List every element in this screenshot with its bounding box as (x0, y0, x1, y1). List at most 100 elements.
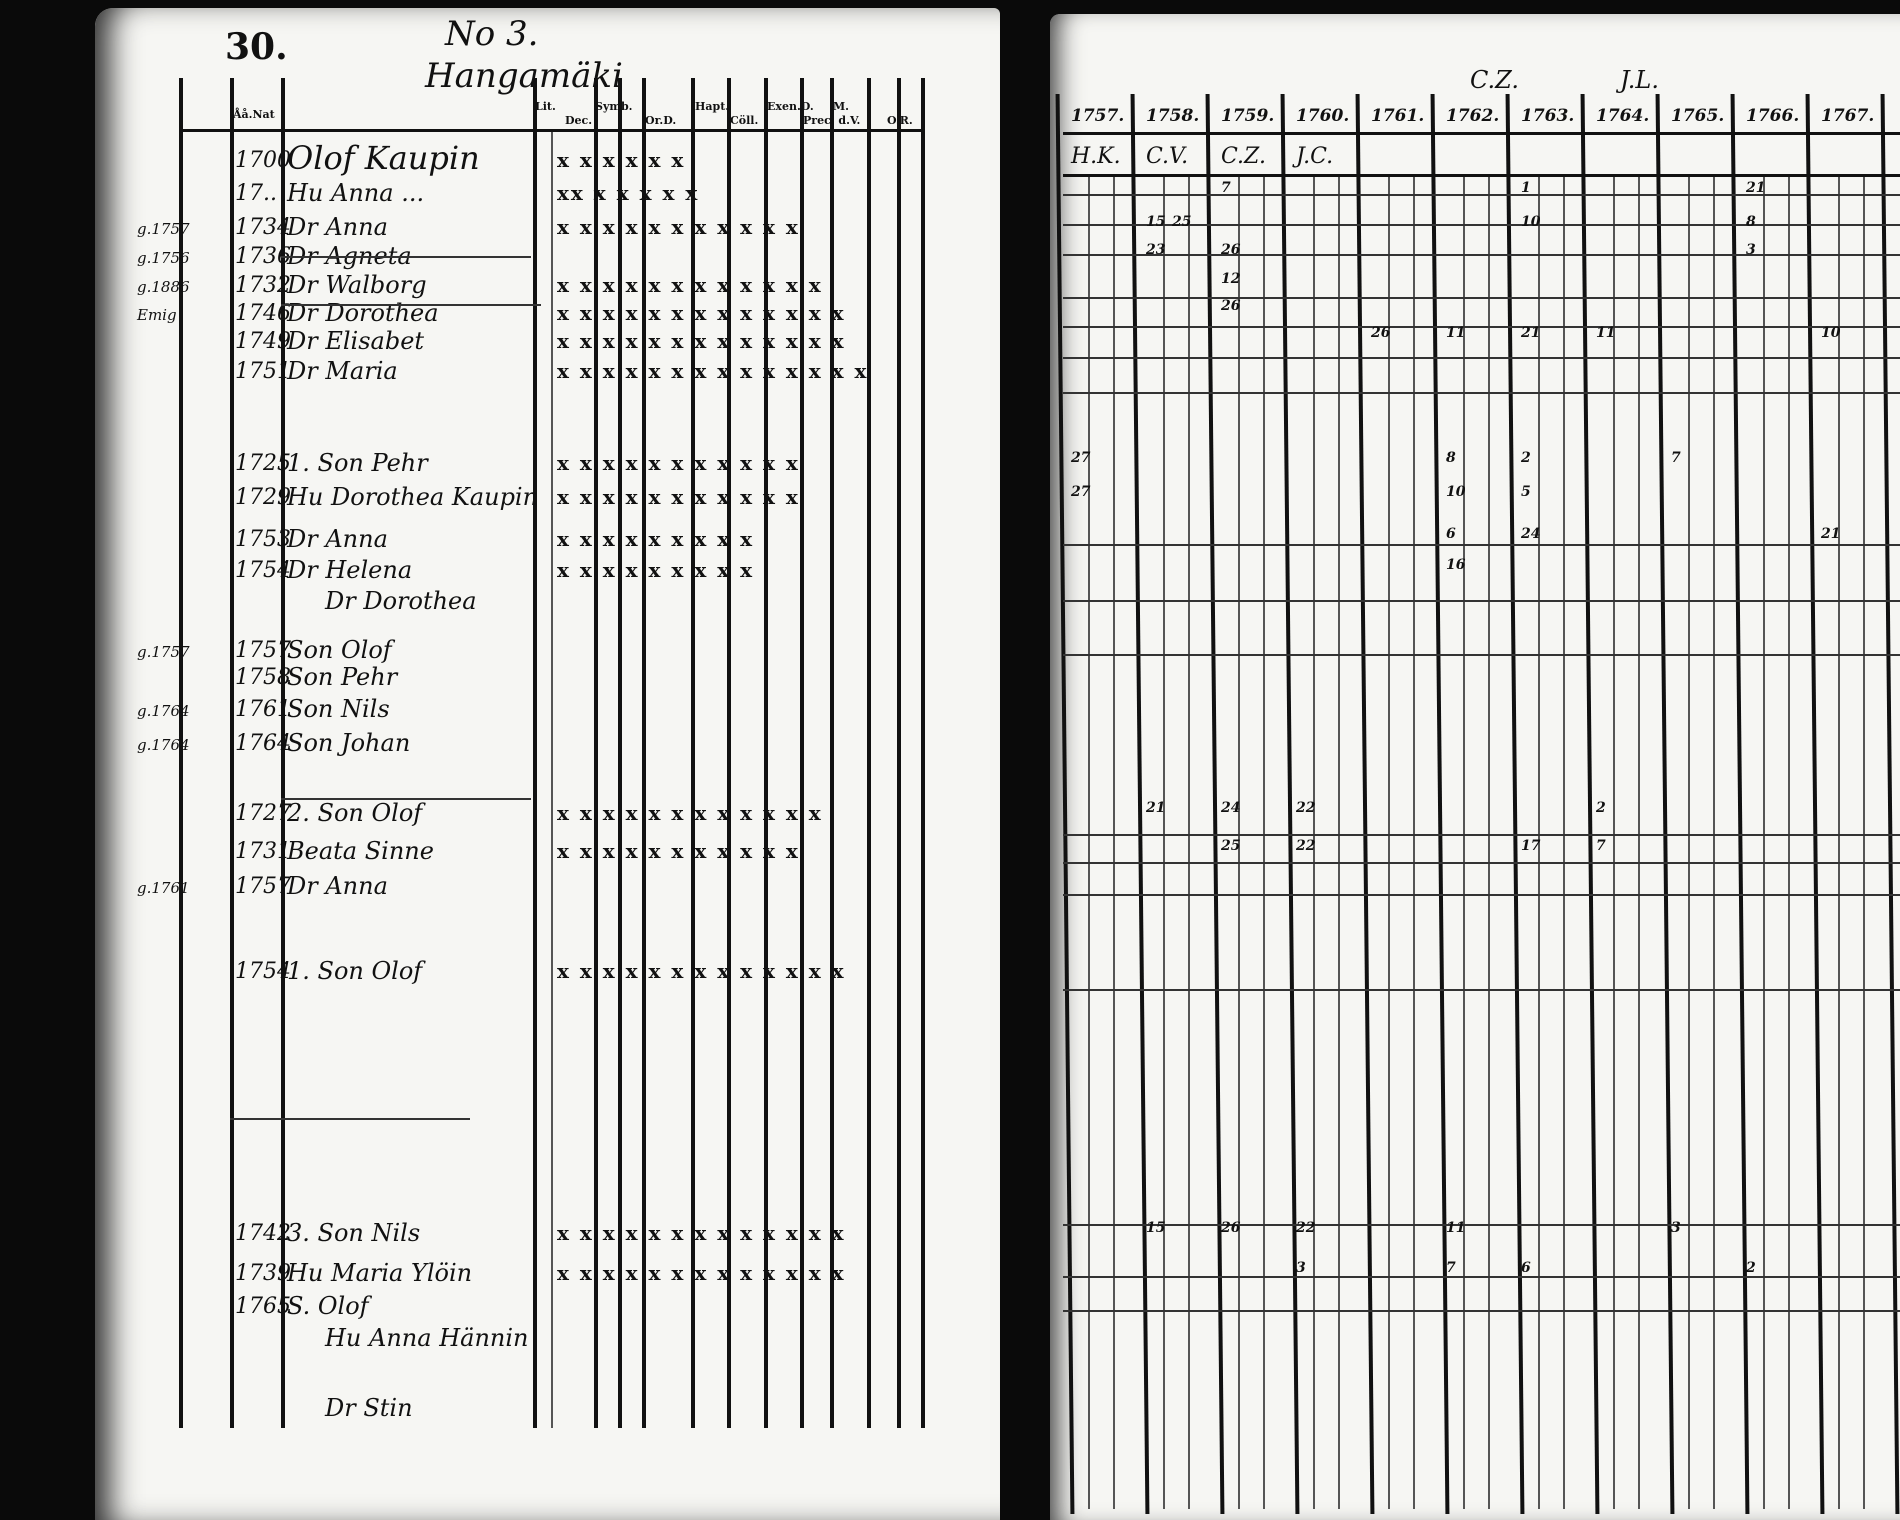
margin-note: g.1761 (137, 879, 190, 897)
header-rule (179, 129, 924, 132)
row-rule (1063, 654, 1900, 656)
register-entry: 7 (1221, 180, 1231, 196)
register-entry: 21 (1146, 800, 1166, 816)
column-rule (800, 78, 804, 1428)
year-column-rule (1430, 94, 1450, 1514)
margin-note: g.1756 (137, 249, 190, 267)
register-entry: 10 (1821, 325, 1841, 341)
register-row: 1751 Dr Maria x x x x x x x x x x x x x x (95, 358, 1000, 386)
register-entry: 22 (1296, 800, 1316, 816)
register-entry: 27 (1071, 484, 1091, 500)
sub-header: C.Z. (1221, 144, 1266, 169)
register-row: g.1756 1736 Dr Agneta (95, 243, 1000, 271)
register-entry: 11 (1446, 325, 1466, 341)
catechism-marks: x x x x x x x x x x x (557, 485, 800, 509)
village-name: Hangamäki (425, 56, 623, 96)
register-entry: 7 (1671, 450, 1681, 466)
sub-column-rule (1463, 176, 1465, 1509)
register-entry: 26 (1221, 242, 1241, 258)
sub-column-rule (1538, 176, 1540, 1509)
column-rule (281, 78, 285, 1428)
year-header: 1762. (1446, 106, 1500, 126)
person-name: Dr Stin (325, 1394, 413, 1422)
sub-header: H.K. (1071, 144, 1121, 169)
margin-note: g.1757 (137, 643, 190, 661)
year-header: 1759. (1221, 106, 1275, 126)
register-row: Emig 1746 Dr Dorothea x x x x x x x x x x x… (95, 300, 1000, 328)
year-header: 1757. (1071, 106, 1125, 126)
register-entry: 7 (1596, 838, 1606, 854)
sub-header: C.V. (1146, 144, 1189, 169)
register-row: Hu Anna Hännin (95, 1325, 1000, 1353)
column-header: O.R. (887, 114, 913, 127)
column-rule (642, 78, 646, 1428)
birth-year: 1751 (235, 359, 291, 384)
margin-note: g.1764 (137, 736, 190, 754)
sub-column-rule (1488, 176, 1490, 1509)
sub-column-rule (1788, 176, 1790, 1509)
year-header: 1763. (1521, 106, 1575, 126)
catechism-marks: x x x x x x x x x x x x x (557, 1261, 846, 1285)
register-entry: 23 (1146, 242, 1166, 258)
register-entry: 21 (1746, 180, 1766, 196)
margin-note: Emig (137, 306, 177, 324)
column-rule (764, 78, 768, 1428)
column-rule (897, 78, 901, 1428)
birth-year: 1732 (235, 273, 291, 298)
register-row: 1754 Dr Helena x x x x x x x x x (95, 557, 1000, 585)
margin-note: g.1764 (137, 702, 190, 720)
sub-column-rule (1088, 176, 1090, 1509)
person-name: Dr Elisabet (287, 327, 425, 355)
person-name: Son Pehr (287, 663, 398, 691)
register-entry: 2 (1596, 800, 1606, 816)
sub-column-rule (1863, 176, 1865, 1509)
column-header: M. (833, 100, 850, 113)
row-rule (1063, 1276, 1900, 1278)
sub-column-rule (1188, 176, 1190, 1509)
person-name: Olof Kaupin (287, 139, 480, 177)
catechism-marks: x x x x x x x x x (557, 527, 755, 551)
register-entry: 22 (1296, 838, 1316, 854)
register-entry: 7 (1446, 1260, 1456, 1276)
year-header: 1758. (1146, 106, 1200, 126)
year-header: 1760. (1296, 106, 1350, 126)
person-name: 3. Son Nils (287, 1219, 421, 1247)
catechism-marks: x x x x x x x x x x x x x (557, 329, 846, 353)
sub-column-rule (1263, 176, 1265, 1509)
person-name: Dr Anna (287, 872, 388, 900)
year-column-rule (1805, 94, 1825, 1514)
register-entry: 2 (1521, 450, 1531, 466)
sub-column-rule (1163, 176, 1165, 1509)
register-entry: 1 (1521, 180, 1531, 196)
register-entry: 25 (1172, 214, 1192, 230)
row-rule (1063, 834, 1900, 836)
column-header: Dec. (565, 114, 593, 127)
column-header: Prec. d.V. (803, 114, 861, 127)
register-entry: 21 (1521, 325, 1541, 341)
register-row: 1725 1. Son Pehr x x x x x x x x x x x (95, 450, 1000, 478)
catechism-marks: x x x x x x x x x (557, 558, 755, 582)
register-entry: 24 (1521, 526, 1541, 542)
register-row: 1727 2. Son Olof x x x x x x x x x x x x (95, 800, 1000, 828)
row-rule (1063, 194, 1900, 196)
row-rule (1063, 254, 1900, 256)
row-rule (1063, 862, 1900, 864)
header-rule (1063, 132, 1900, 135)
person-name: Dr Maria (287, 357, 398, 385)
birth-year: 1700 (235, 148, 291, 173)
birth-year: 1761 (235, 697, 291, 722)
entry-underline (230, 1118, 470, 1120)
register-row: g.1761 1757 Dr Anna (95, 873, 1000, 901)
register-entry: 10 (1446, 484, 1466, 500)
birth-year: 1754 (235, 558, 291, 583)
catechism-marks: x x x x x x x x x x x x x x (557, 359, 869, 383)
row-rule (1063, 894, 1900, 896)
row-rule (1063, 357, 1900, 359)
person-name: Dr Walborg (287, 271, 427, 299)
row-rule (1063, 297, 1900, 299)
entry-underline (281, 798, 531, 800)
birth-year: 1739 (235, 1261, 291, 1286)
register-entry: 27 (1071, 450, 1091, 466)
year-header: 1767. (1821, 106, 1875, 126)
column-rule (179, 78, 183, 1428)
